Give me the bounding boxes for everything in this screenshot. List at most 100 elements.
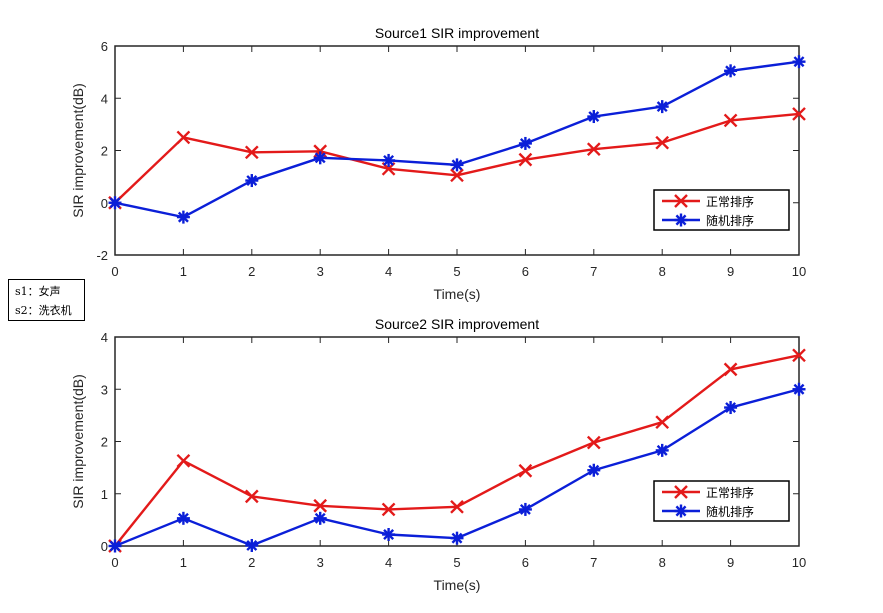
x-tick-label: 5	[453, 555, 460, 570]
marker-stroke	[313, 498, 328, 513]
data-point	[313, 151, 327, 165]
marker-stroke	[450, 168, 464, 183]
x-axis-label: Time(s)	[434, 577, 481, 593]
marker-stroke	[793, 383, 805, 395]
marker-stroke	[518, 152, 533, 167]
data-point	[724, 64, 738, 78]
marker-stroke	[586, 435, 601, 450]
marker-stroke	[314, 152, 326, 164]
marker-stroke	[450, 499, 464, 514]
legend-marker	[674, 485, 688, 499]
data-point	[723, 113, 738, 128]
data-point	[108, 539, 122, 553]
legend-label: 随机排序	[706, 504, 754, 519]
data-point	[176, 511, 190, 525]
y-axis-label: SIR improvement(dB)	[70, 374, 86, 509]
data-point	[655, 443, 669, 457]
marker-stroke	[518, 463, 533, 478]
x-tick-label: 8	[659, 264, 666, 279]
marker-stroke	[383, 529, 395, 540]
x-tick-label: 0	[111, 555, 118, 570]
data-point	[450, 168, 464, 183]
y-tick-label: -2	[96, 248, 108, 263]
marker-stroke	[655, 135, 670, 150]
data-point	[313, 511, 327, 525]
data-point	[450, 531, 464, 545]
data-point	[244, 489, 259, 504]
legend-label: 正常排序	[706, 194, 754, 209]
legend-label: 随机排序	[706, 213, 754, 228]
x-tick-label: 6	[522, 555, 529, 570]
legend-entry: 正常排序	[662, 485, 754, 500]
marker-stroke	[675, 505, 687, 517]
series-2	[108, 55, 806, 224]
legend-entry: 随机排序	[662, 504, 754, 519]
legend-label: 正常排序	[706, 485, 754, 500]
y-tick-label: 6	[101, 39, 108, 54]
data-point	[176, 210, 190, 224]
marker-stroke	[655, 415, 670, 430]
data-point	[792, 348, 806, 363]
data-point	[655, 415, 670, 430]
data-point	[245, 174, 259, 188]
data-point	[382, 528, 396, 542]
data-point	[655, 135, 670, 150]
series-1	[108, 348, 806, 553]
x-tick-label: 9	[727, 264, 734, 279]
y-tick-label: 1	[101, 487, 108, 502]
y-tick-label: 0	[101, 196, 108, 211]
y-tick-label: 4	[101, 91, 108, 106]
marker-stroke	[674, 485, 688, 499]
data-point	[587, 110, 601, 124]
marker-stroke	[723, 362, 738, 377]
marker-stroke	[723, 113, 738, 128]
data-point	[518, 152, 533, 167]
marker-stroke	[176, 453, 191, 468]
marker-stroke	[793, 56, 805, 68]
legend-marker	[674, 213, 688, 227]
marker-stroke	[725, 402, 737, 413]
x-tick-label: 4	[385, 264, 392, 279]
x-tick-label: 9	[727, 555, 734, 570]
marker-stroke	[177, 211, 189, 223]
marker-stroke	[246, 540, 258, 551]
data-point	[723, 362, 738, 377]
marker-stroke	[792, 107, 806, 121]
legend-entry: 随机排序	[662, 213, 754, 228]
data-point	[108, 196, 122, 210]
data-point	[655, 100, 669, 114]
legend-marker	[674, 194, 688, 208]
data-point	[313, 498, 328, 513]
data-point	[518, 463, 533, 478]
marker-stroke	[792, 348, 806, 363]
x-tick-label: 2	[248, 264, 255, 279]
marker-stroke	[246, 175, 258, 186]
marker-stroke	[109, 197, 121, 209]
chart-title: Source2 SIR improvement	[375, 316, 539, 332]
data-point	[381, 502, 396, 517]
series-2	[108, 382, 806, 553]
data-point	[176, 130, 191, 145]
marker-stroke	[109, 540, 121, 552]
marker-stroke	[675, 214, 687, 226]
marker-stroke	[656, 101, 668, 113]
annotation-line-s2: s2：洗衣机	[15, 304, 72, 317]
data-point	[586, 142, 601, 157]
marker-stroke	[588, 111, 600, 122]
y-tick-label: 2	[101, 435, 108, 450]
marker-stroke	[451, 532, 463, 544]
x-tick-label: 5	[453, 264, 460, 279]
data-point	[382, 153, 396, 167]
y-axis-label: SIR improvement(dB)	[70, 83, 86, 218]
annotation-box: s1：女声 s2：洗衣机	[8, 279, 85, 321]
data-point	[518, 136, 532, 150]
y-tick-label: 4	[101, 330, 108, 345]
marker-stroke	[244, 489, 259, 504]
y-tick-label: 3	[101, 382, 108, 397]
data-point	[518, 502, 532, 516]
data-point	[176, 453, 191, 468]
data-point	[792, 55, 806, 69]
